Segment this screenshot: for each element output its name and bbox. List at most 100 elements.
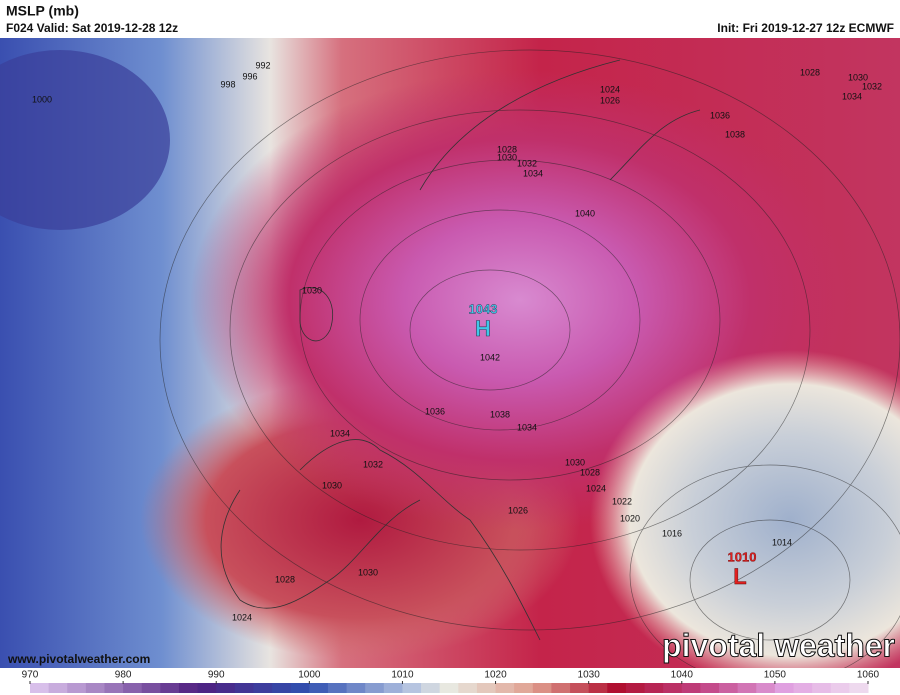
contour-label: 1034: [330, 428, 350, 438]
colorbar-swatch: [793, 683, 813, 693]
colorbar-swatch: [309, 683, 329, 693]
contour-label: 1028: [275, 574, 295, 584]
contour-label: 1030: [302, 285, 322, 295]
contour-label: 1038: [725, 129, 745, 139]
colorbar-swatch: [812, 683, 832, 693]
low-value: 1010: [728, 549, 757, 564]
colorbar-swatch: [365, 683, 385, 693]
colorbar-swatch: [253, 683, 273, 693]
init-time: Init: Fri 2019-12-27 12z ECMWF: [717, 21, 894, 35]
valid-time: F024 Valid: Sat 2019-12-28 12z: [6, 21, 178, 35]
contour-label: 1024: [586, 483, 606, 493]
colorbar-swatch: [272, 683, 292, 693]
colorbar-tick-label: 990: [208, 670, 225, 681]
contour-label: 1030: [358, 567, 378, 577]
site-url: www.pivotalweather.com: [7, 652, 150, 666]
contour-label: 1036: [425, 406, 445, 416]
high-value: 1043: [469, 301, 498, 316]
colorbar-swatch: [48, 683, 68, 693]
colorbar-swatch: [830, 683, 850, 693]
colorbar-tick-label: 1010: [391, 670, 414, 681]
colorbar-tick-label: 1000: [298, 670, 321, 681]
contour-label: 1036: [710, 110, 730, 120]
colorbar-swatch: [160, 683, 180, 693]
contour-label: 1034: [842, 91, 862, 101]
contour-label: 1016: [662, 528, 682, 538]
colorbar-swatch: [458, 683, 478, 693]
colorbar-swatch: [588, 683, 608, 693]
colorbar-swatch: [644, 683, 664, 693]
colorbar-swatch: [216, 683, 236, 693]
contour-label: 1024: [232, 612, 252, 622]
colorbar-swatch: [737, 683, 757, 693]
contour-label: 1024: [600, 84, 620, 94]
colorbar-swatch: [234, 683, 254, 693]
colorbar-swatch: [625, 683, 646, 693]
colorbar-swatch: [290, 683, 310, 693]
colorbar-tick-label: 1040: [671, 670, 694, 681]
colorbar-swatch: [141, 683, 161, 693]
contour-label: 1030: [322, 480, 342, 490]
contour-label: 1030: [848, 72, 868, 82]
title: MSLP (mb): [6, 3, 79, 19]
coastlines: [220, 59, 701, 641]
colorbar-swatch: [104, 683, 124, 693]
colorbar-swatch: [663, 683, 683, 693]
contour-label: 1028: [800, 67, 820, 77]
contour-label: 1014: [772, 537, 792, 547]
colorbar-swatch: [85, 683, 105, 693]
colorbar-swatch: [700, 683, 720, 693]
colorbar-swatch: [476, 683, 497, 693]
contour-label: 1032: [862, 81, 882, 91]
contour-label: 1020: [620, 513, 640, 523]
high-letter: H: [475, 316, 491, 341]
colorbar-swatch: [551, 683, 571, 693]
colorbar-swatch: [327, 683, 348, 693]
colorbar-tick-label: 1060: [857, 670, 880, 681]
colorbar-swatch: [756, 683, 776, 693]
colorbar-swatch: [607, 683, 627, 693]
contour-label: 1028: [580, 467, 600, 477]
colorbar-swatch: [383, 683, 403, 693]
colorbar-swatch: [67, 683, 87, 693]
contour-label: 1034: [523, 168, 543, 178]
contour-label: 1026: [508, 505, 528, 515]
colorbar-swatch: [719, 683, 739, 693]
colorbar-swatch: [421, 683, 441, 693]
contour-label: 1032: [517, 158, 537, 168]
low-pressure-area: [0, 50, 170, 230]
colorbar-swatch: [123, 683, 143, 693]
colorbar-swatch: [774, 683, 795, 693]
colorbar-swatch: [197, 683, 217, 693]
colorbar-swatch: [495, 683, 515, 693]
colorbar-swatch: [30, 683, 50, 693]
colorbar-swatch: [681, 683, 701, 693]
low-pressure-area: [590, 350, 900, 690]
contour-label: 1028: [497, 144, 517, 154]
contour-label: 998: [220, 79, 235, 89]
contour-label: 1038: [490, 409, 510, 419]
colorbar-swatch: [346, 683, 366, 693]
colorbar-swatch: [514, 683, 534, 693]
low-letter: L: [733, 564, 746, 589]
contour-label: 1032: [363, 459, 383, 469]
colorbar-tick-label: 970: [22, 670, 39, 681]
colorbar-swatch: [402, 683, 422, 693]
contour-label: 1040: [575, 208, 595, 218]
contour-label: 1026: [600, 95, 620, 105]
colorbar-tick-label: 1050: [764, 670, 787, 681]
colorbar-swatch: [178, 683, 199, 693]
contour-label: 1000: [32, 94, 52, 104]
colorbar-tick-label: 1020: [484, 670, 507, 681]
colorbar-tick-label: 1030: [578, 670, 601, 681]
contour-label: 1030: [497, 152, 517, 162]
colorbar-swatch: [570, 683, 590, 693]
watermark: pivotal weather: [662, 627, 895, 663]
colorbar-swatch: [849, 683, 869, 693]
contour-label: 992: [255, 60, 270, 70]
colorbar-swatch: [439, 683, 459, 693]
contour-label: 1034: [517, 422, 537, 432]
colorbar-tick-label: 980: [115, 670, 132, 681]
